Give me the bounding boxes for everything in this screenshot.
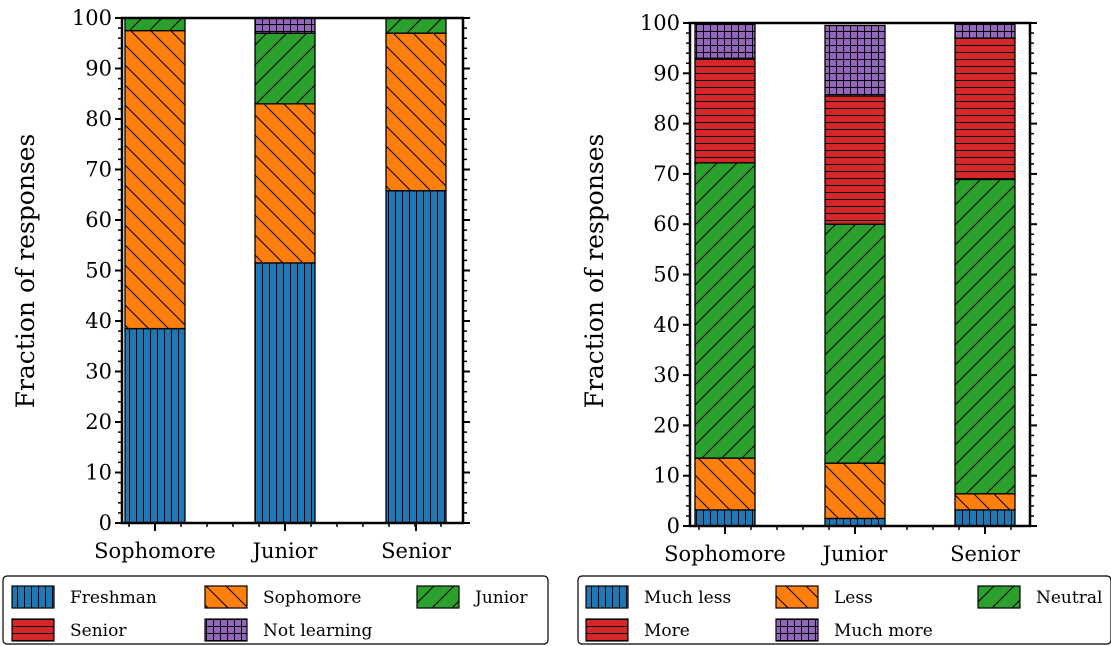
bar-segment-hatch <box>254 32 316 105</box>
y-tick-label: 50 <box>653 263 680 287</box>
y-tick-label: 90 <box>85 57 112 81</box>
legend-box <box>2 575 549 645</box>
bar-segment-hatch <box>824 95 886 225</box>
legend-label: Neutral <box>1036 588 1102 608</box>
chart-right-axes: 0 10 20 30 40 50 60 70 80 90 100 Sophomore Junior Sen… <box>640 11 1037 566</box>
y-tick-label: 90 <box>653 61 680 85</box>
y-tick-label: 10 <box>85 461 112 485</box>
legend-label: Junior <box>473 588 528 608</box>
legend-label: More <box>644 621 690 641</box>
x-tick-label: Sophomore <box>664 542 786 566</box>
x-tick-label: Senior <box>950 542 1021 566</box>
legend-label: Less <box>834 588 873 608</box>
bar-segment-hatch <box>954 22 1016 39</box>
y-tick-label: 20 <box>653 413 680 437</box>
legend-swatch-hatch <box>585 585 629 609</box>
bar-segment-hatch <box>385 17 447 34</box>
y-tick-label: 70 <box>653 162 680 186</box>
bar-segment-hatch <box>254 262 316 524</box>
bar-segment-hatch <box>385 190 447 524</box>
y-tick-label: 100 <box>72 6 112 30</box>
y-tick-label: 40 <box>85 309 112 333</box>
chart-left: Fraction of responses 0 10 20 30 40 50 60 70 80 9… <box>2 6 549 645</box>
chart-left-legend: Freshman Sophomore Junior Senior Not learnin… <box>2 575 549 645</box>
y-axis-title: Fraction of responses <box>11 134 40 409</box>
y-tick-label: 20 <box>85 410 112 434</box>
legend-swatch-hatch <box>585 618 629 642</box>
legend-swatch-hatch <box>775 585 819 609</box>
legend-label: Freshman <box>70 588 157 608</box>
chart-left-axes: 0 10 20 30 40 50 60 70 80 90 100 Sophomore Junior Sen… <box>72 6 470 563</box>
chart-right-legend: Much less Less Neutral More Much more <box>577 575 1111 645</box>
y-tick-label: 40 <box>653 313 680 337</box>
legend-swatch-hatch <box>416 585 460 609</box>
x-tick-label: Sophomore <box>94 539 216 563</box>
y-tick-label: 50 <box>85 259 112 283</box>
chart-right: Fraction of responses 0 10 20 30 40 50 60 70 80 9… <box>577 11 1111 645</box>
y-tick-label: 80 <box>653 112 680 136</box>
y-tick-label: 60 <box>85 208 112 232</box>
bar-segment-hatch <box>124 327 186 524</box>
legend-label: Much less <box>644 588 731 608</box>
legend-swatch-hatch <box>775 618 819 642</box>
legend-label: Much more <box>834 621 933 641</box>
y-tick-label: 30 <box>85 360 112 384</box>
bar-segment-hatch <box>954 178 1016 495</box>
legend-swatch-hatch <box>11 618 55 642</box>
legend-swatch-hatch <box>204 618 248 642</box>
legend-label: Senior <box>70 621 127 641</box>
y-tick-label: 100 <box>640 11 680 35</box>
x-tick-label: Junior <box>251 539 319 563</box>
bar-segment-hatch <box>954 493 1016 511</box>
bar-segment-hatch <box>694 57 756 164</box>
bar-segment-hatch <box>254 17 316 34</box>
legend-label: Not learning <box>263 621 372 641</box>
bar-segment-hatch <box>124 29 186 330</box>
bar-segment-hatch <box>694 509 756 527</box>
legend-label: Sophomore <box>263 588 362 608</box>
bar-segment-hatch <box>824 462 886 520</box>
y-tick-label: 70 <box>85 158 112 182</box>
bar-segment-hatch <box>694 457 756 511</box>
bar-segment-hatch <box>824 24 886 97</box>
x-tick-label: Senior <box>381 539 452 563</box>
bar-segment-hatch <box>954 37 1016 181</box>
x-tick-label: Junior <box>821 542 889 566</box>
chart-left-bars <box>124 17 447 524</box>
y-tick-label: 60 <box>653 212 680 236</box>
legend-swatch-hatch <box>11 585 55 609</box>
bar-segment-hatch <box>824 223 886 464</box>
bar-segment-hatch <box>254 103 316 264</box>
y-axis-title: Fraction of responses <box>580 134 609 409</box>
bar-segment-hatch <box>694 22 756 59</box>
bar-segment-hatch <box>694 162 756 459</box>
y-tick-label: 10 <box>653 464 680 488</box>
y-tick-label: 0 <box>667 514 680 538</box>
y-tick-label: 30 <box>653 363 680 387</box>
y-tick-label: 80 <box>85 107 112 131</box>
legend-swatch-hatch <box>204 585 248 609</box>
legend-swatch-hatch <box>977 585 1021 609</box>
chart-right-bars <box>694 22 1016 527</box>
bar-segment-hatch <box>385 32 447 192</box>
y-tick-label: 0 <box>99 511 112 535</box>
bar-segment-hatch <box>954 509 1016 527</box>
bar-segment-hatch <box>124 17 186 32</box>
